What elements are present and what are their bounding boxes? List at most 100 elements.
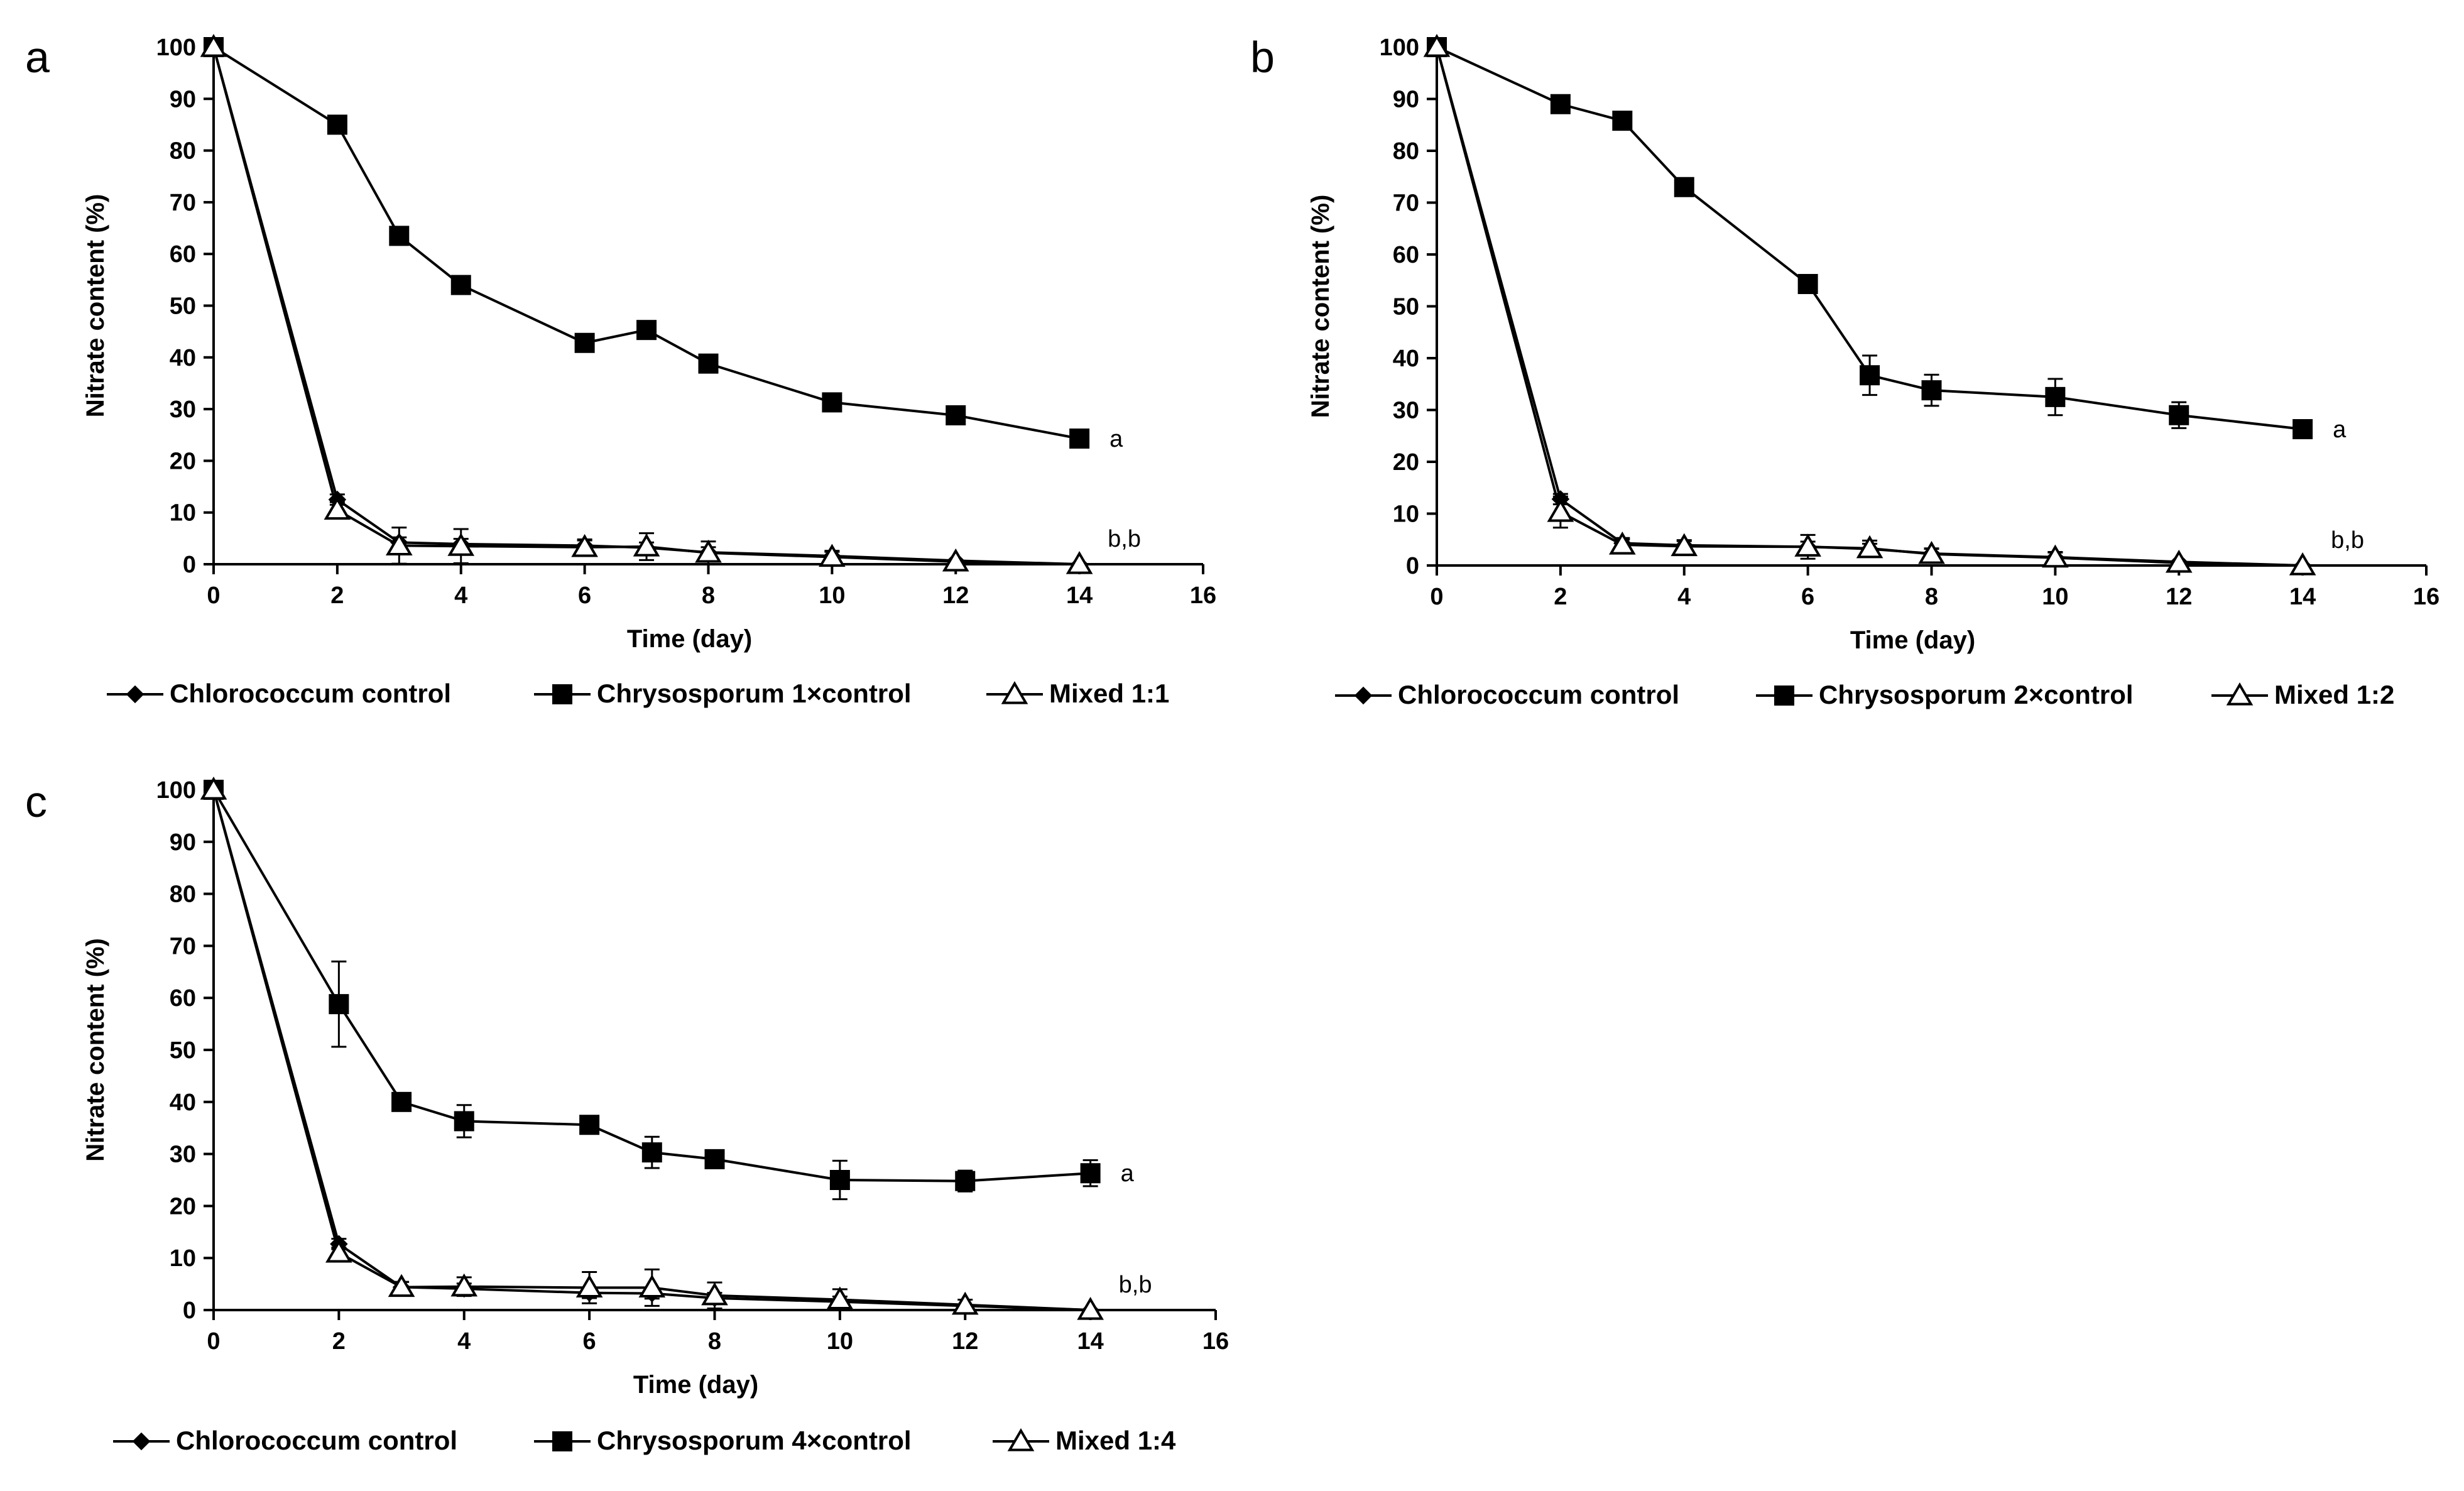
y-tick-label: 60 [1393,242,1419,268]
data-point [1860,365,1880,386]
data-point [946,405,966,425]
data-point [698,353,719,374]
y-tick-label: 0 [183,1297,196,1324]
legend-swatch-marker [1001,681,1028,704]
y-tick-label: 30 [170,396,196,423]
series-line [212,789,1091,1311]
data-point [955,1171,976,1191]
data-point [200,777,227,800]
x-tick-label: 10 [2042,584,2068,610]
legend-swatch-marker [552,1431,572,1451]
legend-entry: Mixed 1:4 [993,1426,1176,1455]
data-point [327,114,347,135]
chart-panel-a: a 0 10 20 30 40 50 60 70 80 90 100 0 2 4 6 8 10 12 14 16 Time… [25,33,1216,708]
x-tick-label: 12 [2166,584,2192,610]
legend-swatch-marker [1354,686,1373,705]
data-point [1674,177,1694,197]
x-tick-label: 14 [1077,1328,1103,1355]
y-tick-label: 10 [170,1245,196,1272]
significance-label: b,b [1119,1272,1152,1298]
data-point [1547,499,1574,522]
x-axis-title: Time (day) [627,625,752,653]
data-point [704,1149,725,1169]
data-point [2169,405,2189,425]
data-point [1608,532,1636,555]
legend-entry: Chlorococcum control [113,1426,457,1455]
legend-swatch-marker [1007,1428,1035,1451]
data-point [2042,544,2069,568]
legend-label: Chrysosporum 2×control [1819,680,2134,709]
legend-label: Chlorococcum control [1398,680,1679,709]
y-tick-label: 90 [1393,87,1419,113]
x-tick-label: 12 [942,582,969,609]
data-point [1794,533,1821,557]
legend-entry: Chrysosporum 1×control [534,679,912,708]
y-tick-label: 50 [170,1037,196,1064]
series-line [212,789,1091,1182]
data-point [450,1273,478,1297]
significance-label: b,b [2331,527,2364,554]
legend-label: Mixed 1:1 [1049,679,1169,708]
series-square [204,37,1090,449]
x-tick-label: 0 [207,1328,220,1355]
y-tick-label: 90 [170,829,196,856]
legend-entry: Chlorococcum control [1335,680,1679,709]
y-tick-label: 40 [1393,346,1419,372]
data-point [1550,94,1571,114]
series-triangle [200,777,1104,1320]
data-point [829,1170,850,1190]
legend-entry: Chlorococcum control [107,679,451,708]
data-point [324,496,351,520]
y-axis-title: Nitrate content (%) [82,194,109,418]
series-triangle [1423,34,2316,576]
legend-entry: Chrysosporum 2×control [1756,680,2134,709]
legend-entry: Mixed 1:2 [2211,680,2394,709]
data-point [951,1291,979,1315]
data-point [2045,386,2066,407]
legend-entry: Mixed 1:1 [986,679,1169,708]
legend-label: Chrysosporum 4×control [597,1426,912,1455]
y-tick-label: 0 [1406,553,1419,579]
x-tick-label: 16 [2413,584,2439,610]
panel-letter: a [25,33,50,82]
data-point [329,994,349,1015]
data-point [695,539,722,563]
data-point [2292,419,2313,440]
y-axis-title: Nitrate content (%) [82,938,109,1162]
data-point [1612,111,1633,131]
significance-label: b,b [1108,526,1141,552]
x-tick-label: 8 [708,1328,721,1355]
data-point [325,1239,352,1263]
data-point [638,1274,666,1297]
y-tick-label: 30 [1393,398,1419,424]
data-point [391,1091,412,1112]
y-tick-label: 80 [170,882,196,908]
y-tick-label: 40 [170,1090,196,1116]
x-tick-label: 6 [583,1328,596,1355]
data-point [574,332,595,353]
series-line [1436,46,2303,567]
data-point [636,320,657,341]
data-point [2289,552,2316,576]
y-tick-label: 40 [170,345,196,371]
x-tick-label: 14 [1066,582,1093,609]
legend-swatch-marker [552,684,572,704]
panel-letter: b [1250,33,1275,82]
legend-label: Mixed 1:4 [1055,1426,1176,1455]
data-point [1077,1297,1104,1320]
data-point [389,226,410,246]
x-axis-title: Time (day) [1850,626,1975,654]
chart-panel-b: b 0 10 20 30 40 50 60 70 80 90 100 0 2 4 6 8 10 12 14 16 Time… [1250,33,2439,709]
legend-label: Chlorococcum control [170,679,451,708]
data-point [641,1142,662,1163]
data-point [1797,274,1818,295]
data-point [1069,429,1090,449]
y-tick-label: 10 [1393,501,1419,528]
legend-label: Mixed 1:2 [2274,680,2394,709]
legend-swatch-marker [2226,682,2254,706]
significance-label: a [1121,1161,1135,1187]
y-tick-label: 60 [170,241,196,268]
y-tick-label: 70 [170,190,196,216]
y-tick-label: 20 [170,1193,196,1220]
